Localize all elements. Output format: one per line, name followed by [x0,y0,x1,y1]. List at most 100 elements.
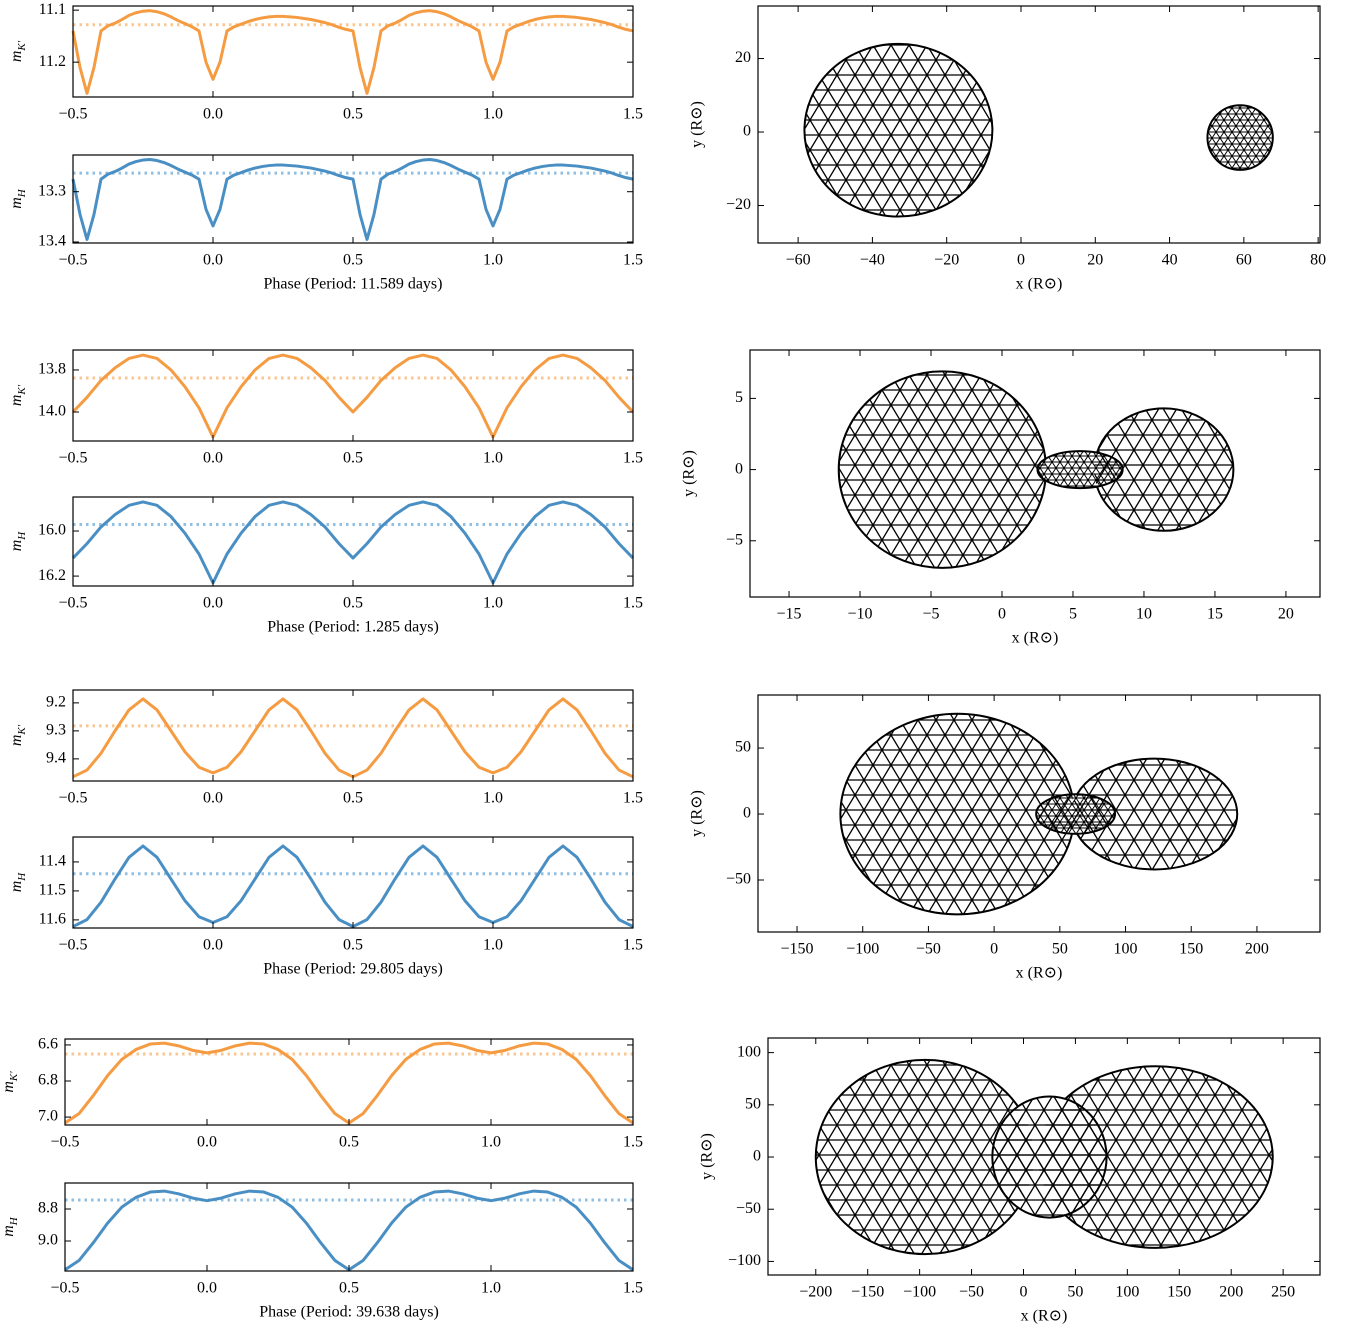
y-tick-label: 5 [735,389,743,406]
x-tick-label: 0.5 [339,1134,359,1151]
x-tick-label: 1.0 [481,1134,501,1151]
panel: −0.5 0.0 0.5 1.0 1.5 16.0 16.2 Phase (Period: 1… [8,496,643,636]
y-tick-label: 20 [735,49,751,66]
x-tick-label: 0.5 [343,937,363,954]
star-mesh [1071,758,1238,870]
star-mesh [840,713,1075,915]
x-tick-label: 1.0 [483,252,503,269]
x-tick-label: −20 [934,252,959,269]
axes-frame [767,1037,1321,1276]
y-tick-label: 16.2 [38,567,66,584]
y-axis-label-symbol: m [8,395,25,407]
x-tick-label: 0.0 [203,937,223,954]
x-tick-label: 100 [1114,941,1138,958]
x-tick-label: −200 [799,1284,832,1301]
axes-frame [757,5,1321,244]
x-tick-label: 0.0 [203,595,223,612]
y-axis-label-subscript: H [16,531,28,541]
y-axis-label: mK′ [8,40,28,62]
y-tick-label: 0 [743,805,751,822]
y-tick-label: −20 [726,196,751,213]
x-tick-label: −0.5 [58,937,87,954]
y-axis-label: y (R⊙) [689,101,706,148]
axes-frame [64,1182,634,1272]
panel: −15 −10 −5 0 5 10 15 20 −5 0 5 x (R⊙) y (R⊙) [681,349,1321,647]
x-tick-label: 0 [998,606,1006,623]
star-mesh [815,1059,1034,1255]
y-tick-label: −5 [726,531,743,548]
y-tick-label: 50 [745,1095,761,1112]
x-tick-label: −40 [860,252,885,269]
x-tick-label: 0.0 [203,790,223,807]
x-axis-label: x (R⊙) [1016,276,1063,293]
x-tick-label: −0.5 [58,106,87,123]
x-axis-label: x (R⊙) [1021,1308,1068,1325]
x-tick-label: 0.5 [343,106,363,123]
y-axis-label-subscript: K′ [16,384,28,395]
x-tick-label: −100 [846,941,879,958]
light-curve [71,158,634,241]
y-tick-label: 8.8 [38,1200,58,1217]
y-axis-label: mK′ [8,384,28,406]
y-tick-label: 9.3 [46,722,66,739]
axes-frame [72,154,634,244]
light-curve [72,697,634,779]
x-tick-label: 0.5 [343,595,363,612]
x-tick-label: −150 [781,941,814,958]
x-tick-label: −0.5 [58,450,87,467]
star-mesh [1036,794,1116,834]
x-tick-label: −0.5 [58,595,87,612]
y-axis-label-subscript: H [8,1216,20,1226]
y-tick-label: 100 [737,1043,761,1060]
x-tick-label: 0.0 [197,1280,217,1297]
y-tick-label: 6.8 [38,1072,58,1089]
x-tick-label: −50 [916,941,941,958]
y-axis-label-subscript: H [16,872,28,882]
y-axis-label-symbol: m [8,540,25,552]
x-tick-label: 1.0 [483,937,503,954]
light-curve [71,9,634,95]
x-tick-label: 1.5 [623,790,643,807]
x-tick-label: 1.5 [623,450,643,467]
y-axis-label: y (R⊙) [689,790,706,837]
x-axis-label: Phase (Period: 39.638 days) [259,1304,439,1321]
panel: −200 −150 −100 −50 0 50 100 150 200 250 −100 −50 0 50… [699,1037,1321,1325]
y-tick-label: 11.6 [39,911,66,928]
y-axis-label: mH [0,1216,20,1237]
star-mesh [1094,408,1234,531]
y-tick-label: 11.4 [39,853,66,870]
x-tick-label: 100 [1115,1284,1139,1301]
x-tick-label: −50 [959,1284,984,1301]
y-axis-label-symbol: m [0,1081,17,1093]
x-tick-label: 1.5 [623,595,643,612]
x-tick-label: −150 [851,1284,884,1301]
x-axis-label: x (R⊙) [1012,630,1059,647]
x-tick-label: −5 [922,606,939,623]
x-axis-label: Phase (Period: 29.805 days) [263,961,443,978]
panel: −0.5 0.0 0.5 1.0 1.5 11.4 11.5 11.6 Phase (Perio… [8,836,643,978]
y-axis-label-symbol: m [8,51,25,63]
y-tick-label: 11.2 [39,53,66,70]
x-tick-label: 1.5 [623,1280,643,1297]
x-tick-label: 200 [1245,941,1269,958]
y-tick-label: 9.2 [46,694,66,711]
x-tick-label: −15 [777,606,802,623]
x-tick-label: 1.0 [481,1280,501,1297]
x-tick-label: 1.0 [483,790,503,807]
panel: −0.5 0.0 0.5 1.0 1.5 8.8 9.0 Phase (Period: 39.… [0,1182,643,1321]
x-tick-label: −0.5 [50,1134,79,1151]
x-tick-label: 10 [1136,606,1152,623]
x-tick-label: 150 [1167,1284,1191,1301]
x-tick-label: 0.5 [343,252,363,269]
y-axis-label: mH [8,872,28,893]
y-tick-label: 16.0 [38,522,66,539]
y-axis-label: mH [8,188,28,209]
axes-frame [72,689,634,782]
y-tick-label: 13.4 [38,233,66,250]
x-tick-label: 0.0 [203,450,223,467]
y-axis-label-symbol: m [8,881,25,893]
x-axis-label: x (R⊙) [1016,965,1063,982]
y-tick-label: −50 [736,1200,761,1217]
panel: −0.5 0.0 0.5 1.0 1.5 13.8 14.0 mK′ [8,349,643,467]
